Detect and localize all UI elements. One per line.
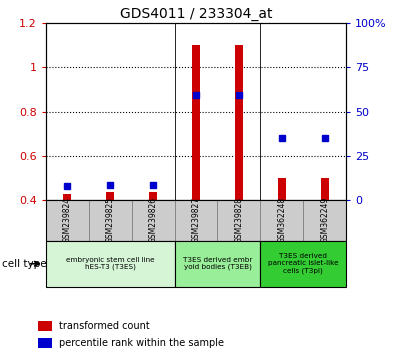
Bar — [192, 45, 200, 200]
Bar — [260, 200, 303, 241]
Text: GSM239826: GSM239826 — [148, 197, 158, 244]
Bar — [38, 338, 52, 348]
Bar — [38, 321, 52, 331]
Bar — [132, 200, 175, 241]
Bar — [175, 200, 217, 241]
Text: embryonic stem cell line
hES-T3 (T3ES): embryonic stem cell line hES-T3 (T3ES) — [66, 257, 154, 270]
Text: GSM239825: GSM239825 — [105, 197, 115, 244]
Text: transformed count: transformed count — [59, 321, 149, 331]
Text: T3ES derived
pancreatic islet-like
cells (T3pi): T3ES derived pancreatic islet-like cells… — [268, 253, 339, 274]
Bar — [46, 200, 89, 241]
Text: GSM239828: GSM239828 — [234, 198, 244, 243]
Text: GSM239827: GSM239827 — [191, 197, 201, 244]
Bar — [149, 192, 157, 200]
Text: GSM362249: GSM362249 — [320, 197, 329, 244]
Text: cell type: cell type — [2, 259, 47, 269]
Bar — [278, 178, 286, 200]
Text: T3ES derived embr
yoid bodies (T3EB): T3ES derived embr yoid bodies (T3EB) — [183, 257, 252, 270]
Bar — [260, 241, 346, 287]
Bar — [63, 194, 71, 200]
Bar — [217, 200, 260, 241]
Text: GSM239824: GSM239824 — [63, 197, 72, 244]
Bar — [235, 45, 243, 200]
Text: GSM362248: GSM362248 — [277, 197, 287, 244]
Bar — [175, 241, 260, 287]
Bar — [321, 178, 329, 200]
Bar — [89, 200, 132, 241]
Text: percentile rank within the sample: percentile rank within the sample — [59, 338, 224, 348]
Bar — [46, 241, 175, 287]
Title: GDS4011 / 233304_at: GDS4011 / 233304_at — [120, 7, 272, 21]
Bar — [303, 200, 346, 241]
Bar — [106, 192, 114, 200]
